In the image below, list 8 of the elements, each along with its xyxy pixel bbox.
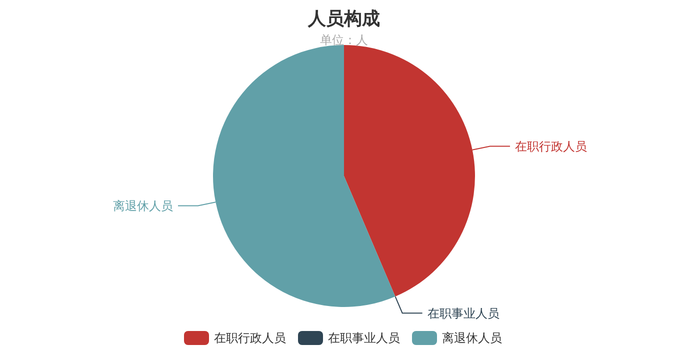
- slice-label: 在职行政人员: [515, 139, 587, 154]
- legend-label: 离退休人员: [442, 331, 502, 346]
- category-label: 在职事业人员: [427, 306, 500, 320]
- legend-label: 在职行政人员: [214, 331, 286, 346]
- chart-title: 人员构成: [307, 8, 380, 30]
- chart-subtitle: 单位：人: [320, 33, 368, 48]
- legend-label: 在职事业人员: [328, 331, 400, 346]
- slice-label: 离退休人员: [113, 198, 173, 213]
